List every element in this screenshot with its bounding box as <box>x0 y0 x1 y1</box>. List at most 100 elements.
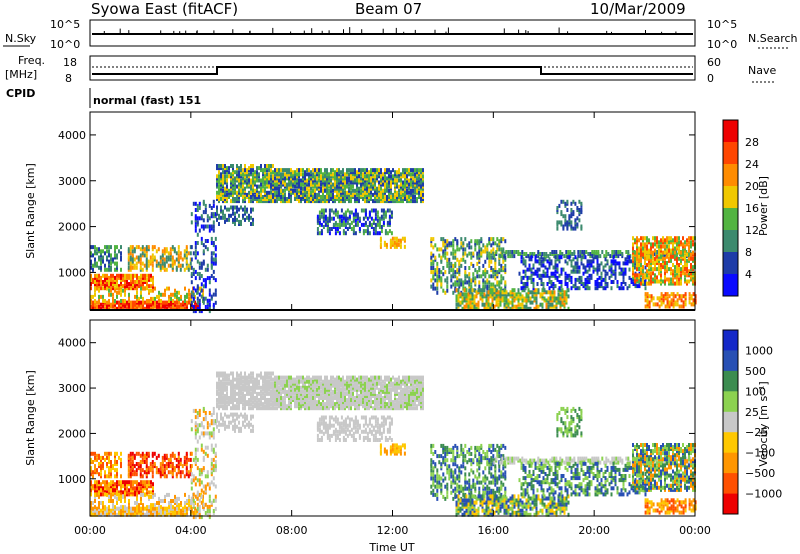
power-cell-1598 <box>318 192 320 197</box>
velocity-cell-272 <box>152 506 154 511</box>
power-cell-4303 <box>570 220 573 225</box>
power-cell-2007 <box>382 188 384 193</box>
power-cell-3399 <box>522 257 525 262</box>
velocity-cell-256 <box>144 512 146 517</box>
power-cell-3188 <box>561 302 564 307</box>
power-cell-1565 <box>312 178 314 183</box>
power-cell-292 <box>164 300 166 305</box>
velocity-cell-103 <box>128 492 130 497</box>
power-cell-3200 <box>565 300 568 305</box>
power-cell-2500 <box>430 270 433 275</box>
power-cell-1441 <box>292 188 294 193</box>
power-cell-4248 <box>684 302 687 307</box>
velocity-cell-68 <box>114 492 116 497</box>
power-cell-3838 <box>642 236 644 241</box>
power-cell-1307 <box>242 213 244 218</box>
power-cell-3958 <box>662 279 664 284</box>
power-cell-3671 <box>612 259 615 264</box>
power-cell-2856 <box>500 239 503 244</box>
velocity-cell-428 <box>127 462 130 466</box>
power-cell-2178 <box>410 176 412 181</box>
power-cell-3097 <box>525 292 528 297</box>
power-cell-1130 <box>252 176 254 181</box>
power-cell-3549 <box>574 269 577 274</box>
power-cell-3644 <box>604 280 607 284</box>
velocity-cell-327 <box>186 506 188 511</box>
power-cell-3731 <box>634 265 637 270</box>
power-cell-2318 <box>336 227 339 231</box>
power-cell-4005 <box>670 281 672 286</box>
power-cell-903 <box>216 166 218 171</box>
power-cell-1713 <box>336 188 338 193</box>
power-cell-2260 <box>316 227 319 231</box>
power-cell-2420 <box>374 216 377 221</box>
power-cell-2617 <box>454 261 457 266</box>
power-cell-863 <box>210 212 213 217</box>
power-cell-1536 <box>308 188 310 193</box>
power-cell-3854 <box>646 263 648 267</box>
power-cell-3029 <box>503 302 506 307</box>
power-cell-765 <box>196 216 199 221</box>
power-cell-2912 <box>465 296 468 301</box>
power-cell-943 <box>222 174 224 179</box>
power-cell-3114 <box>533 292 536 297</box>
power-cell-2089 <box>396 190 398 195</box>
velocity-cell-286 <box>162 510 164 515</box>
power-cell-4081 <box>680 261 682 265</box>
power-cell-4316 <box>574 201 577 206</box>
power-cell-2316 <box>334 208 337 213</box>
power-cell-2890 <box>457 296 460 301</box>
power-cell-1593 <box>316 170 318 175</box>
power-cell-2709 <box>474 247 477 252</box>
power-cell-4016 <box>670 236 672 241</box>
power-cell-871 <box>212 257 215 262</box>
power-cell-4178 <box>644 298 647 303</box>
power-cell-3315 <box>615 250 618 254</box>
power-cell-3504 <box>558 286 561 291</box>
power-cell-66 <box>112 275 114 280</box>
power-cell-1209 <box>266 190 268 195</box>
power-cell-3448 <box>540 277 543 282</box>
velocity-cell-389 <box>108 470 110 475</box>
power-cell-870 <box>212 261 215 266</box>
velocity-cell-172 <box>92 506 94 511</box>
power-cell-551 <box>171 255 174 260</box>
power-cell-1148 <box>256 195 258 199</box>
power-cell-1816 <box>352 184 354 189</box>
power-cell-670 <box>162 292 164 297</box>
power-cell-517 <box>161 263 164 268</box>
velocity-cell-506 <box>155 466 158 471</box>
power-cell-2159 <box>408 199 410 204</box>
power-cell-1965 <box>374 168 376 173</box>
power-cell-2550 <box>440 257 443 262</box>
power-cell-1720 <box>336 172 338 177</box>
power-cell-649 <box>140 286 142 291</box>
power-cell-365 <box>98 249 100 254</box>
power-cell-785 <box>200 274 203 278</box>
power-cell-2782 <box>488 255 491 260</box>
power-cell-1228 <box>268 176 270 181</box>
velocity-cell-278 <box>156 506 158 511</box>
power-cell-257 <box>144 300 146 305</box>
power-cell-46 <box>106 280 108 284</box>
power-cell-2454 <box>388 229 391 234</box>
power-cell-364 <box>98 255 100 260</box>
power-cell-1785 <box>346 172 348 177</box>
power-cell-3019 <box>499 300 502 305</box>
power-cell-2532 <box>436 270 439 275</box>
power-cell-3459 <box>542 257 545 262</box>
power-cell-418 <box>118 249 120 254</box>
power-cell-3389 <box>520 275 523 280</box>
power-cell-2544 <box>440 282 443 287</box>
power-cell-3667 <box>612 280 615 284</box>
power-cell-2386 <box>362 229 365 234</box>
power-cell-1047 <box>238 170 240 175</box>
power-cell-37 <box>104 286 106 291</box>
velocity-cell-234 <box>132 510 134 515</box>
power-cell-3929 <box>658 271 660 276</box>
power-cell-1913 <box>368 199 370 204</box>
power-cell-107 <box>130 286 132 291</box>
power-cell-1742 <box>340 188 342 193</box>
power-cell-875 <box>212 228 215 233</box>
power-cell-3574 <box>582 271 585 276</box>
